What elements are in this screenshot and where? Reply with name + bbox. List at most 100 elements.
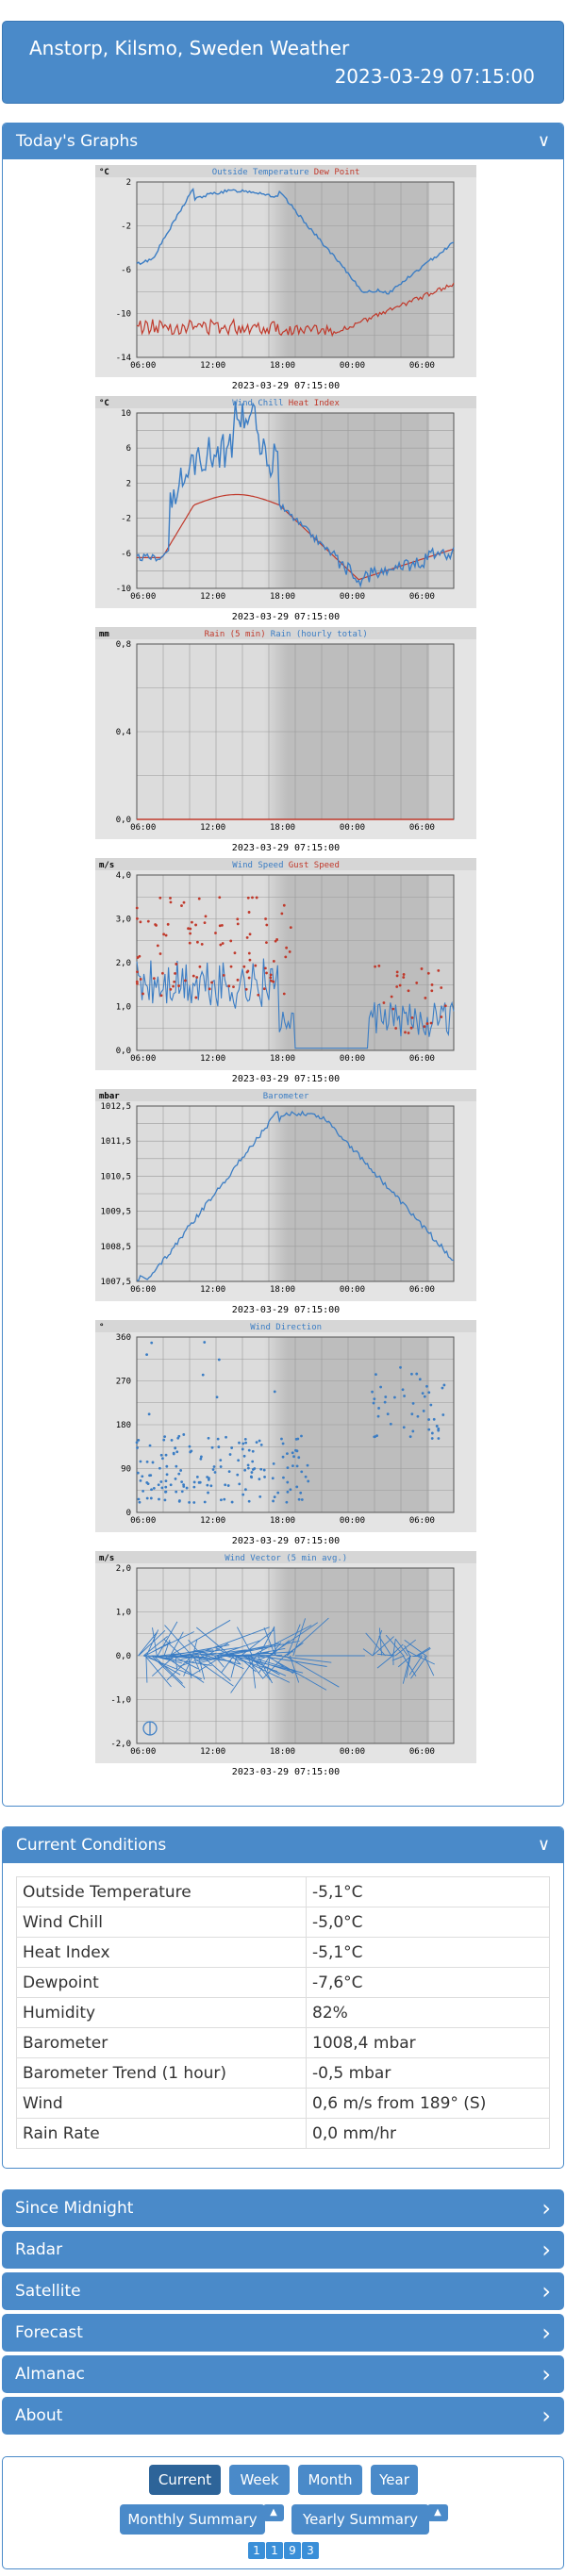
gust-speed-point bbox=[174, 971, 176, 975]
gust-speed-point bbox=[161, 971, 164, 975]
y-tick-label: 1010,5 bbox=[100, 1172, 131, 1181]
wind-direction-point bbox=[410, 1412, 414, 1416]
gust-speed-point bbox=[402, 976, 406, 979]
gust-speed-point bbox=[248, 958, 252, 962]
gust-speed-point bbox=[246, 896, 250, 900]
gust-speed-point bbox=[395, 985, 399, 988]
wind-direction-point bbox=[192, 1501, 196, 1504]
monthly-summary-button[interactable]: Monthly Summary ▲ bbox=[120, 2504, 284, 2535]
section-radar[interactable]: Radar › bbox=[2, 2231, 564, 2269]
wind-direction-point bbox=[197, 1480, 201, 1484]
wind-direction-point bbox=[386, 1412, 390, 1416]
current-conditions-header[interactable]: Current Conditions ∨ bbox=[3, 1827, 563, 1863]
gust-speed-point bbox=[409, 1026, 413, 1030]
wind-direction-point bbox=[165, 1464, 169, 1468]
wind-direction-point bbox=[415, 1372, 419, 1376]
wind-direction-point bbox=[271, 1477, 275, 1480]
wind-direction-point bbox=[148, 1444, 152, 1447]
y-tick-label: 4,0 bbox=[116, 871, 131, 881]
gust-speed-point bbox=[189, 927, 192, 931]
y-tick-label: -6 bbox=[121, 266, 131, 275]
graph-baro-svg: mbar Barometer 1012,5 1011,5 1010,5 1009,5 100… bbox=[95, 1089, 476, 1320]
gust-speed-point bbox=[180, 904, 183, 907]
gust-speed-point bbox=[218, 896, 222, 900]
graph-timestamp: 2023-03-29 07:15:00 bbox=[232, 1074, 340, 1084]
wind-direction-point bbox=[230, 1500, 234, 1504]
gust-speed-point bbox=[221, 923, 224, 927]
gust-speed-point bbox=[407, 1032, 410, 1034]
current-button[interactable]: Current bbox=[149, 2465, 221, 2495]
section-since-midnight[interactable]: Since Midnight › bbox=[2, 2189, 564, 2227]
todays-graphs-title: Today's Graphs bbox=[16, 132, 139, 151]
wind-direction-point bbox=[190, 1449, 193, 1453]
section-satellite[interactable]: Satellite › bbox=[2, 2272, 564, 2310]
graph-wind: m/s Wind Speed Gust Speed 4,0 3,0 2,0 1,0 0,0 06… bbox=[95, 858, 476, 1089]
graph-timestamp: 2023-03-29 07:15:00 bbox=[232, 843, 340, 853]
y-tick-label: 0,0 bbox=[116, 1652, 131, 1661]
wind-direction-point bbox=[427, 1428, 431, 1431]
month-button[interactable]: Month bbox=[298, 2465, 362, 2495]
gust-speed-point bbox=[289, 926, 292, 930]
wind-direction-point bbox=[139, 1479, 142, 1482]
condition-value: -5,1°C bbox=[306, 1937, 550, 1968]
gust-speed-point bbox=[135, 980, 139, 983]
wind-direction-point bbox=[272, 1461, 275, 1465]
wind-direction-point bbox=[372, 1401, 375, 1405]
gust-speed-point bbox=[429, 1021, 433, 1025]
wind-direction-point bbox=[217, 1358, 221, 1362]
gust-speed-point bbox=[159, 994, 163, 998]
section-label: About bbox=[15, 2406, 63, 2425]
section-label: Forecast bbox=[15, 2323, 83, 2342]
wind-direction-point bbox=[263, 1476, 266, 1478]
wind-direction-point bbox=[210, 1445, 214, 1449]
caret-up-icon[interactable]: ▲ bbox=[263, 2504, 284, 2521]
conditions-row: Heat Index -5,1°C bbox=[16, 1937, 550, 1968]
chevron-down-icon: ∨ bbox=[537, 1835, 550, 1855]
wind-direction-point bbox=[307, 1479, 310, 1483]
wind-direction-point bbox=[147, 1412, 151, 1416]
x-tick-label: 06:00 bbox=[409, 361, 435, 371]
wind-direction-point bbox=[427, 1418, 430, 1421]
graph-vec: m/s Wind Vector (5 min avg.) 2,0 1,0 0,0 -1,0… bbox=[95, 1551, 476, 1782]
wind-direction-point bbox=[425, 1384, 428, 1388]
y-tick-label: 1,0 bbox=[116, 1609, 131, 1618]
wind-direction-point bbox=[172, 1451, 175, 1455]
section-almanac[interactable]: Almanac › bbox=[2, 2355, 564, 2393]
x-tick-label: 06:00 bbox=[409, 1747, 435, 1757]
conditions-row: Barometer 1008,4 mbar bbox=[16, 2027, 550, 2058]
wind-direction-point bbox=[152, 1486, 156, 1490]
legend-dir-0: Wind Direction bbox=[250, 1323, 322, 1332]
conditions-row: Dewpoint -7,6°C bbox=[16, 1967, 550, 1998]
wind-direction-point bbox=[280, 1437, 283, 1441]
wind-direction-point bbox=[243, 1488, 247, 1492]
section-forecast[interactable]: Forecast › bbox=[2, 2314, 564, 2352]
wind-direction-point bbox=[427, 1391, 431, 1395]
x-tick-label: 12:00 bbox=[200, 592, 225, 602]
x-tick-label: 06:00 bbox=[130, 1054, 156, 1064]
gust-speed-point bbox=[162, 933, 166, 936]
wind-direction-point bbox=[199, 1457, 203, 1461]
gust-speed-point bbox=[191, 920, 193, 924]
year-button[interactable]: Year bbox=[371, 2465, 418, 2495]
section-about[interactable]: About › bbox=[2, 2397, 564, 2435]
caret-up-icon[interactable]: ▲ bbox=[427, 2504, 448, 2521]
wind-direction-point bbox=[243, 1468, 247, 1472]
y-tick-label: 10 bbox=[121, 409, 131, 419]
legend-temp-1: Dew Point bbox=[314, 168, 360, 177]
wind-direction-point bbox=[192, 1485, 196, 1489]
wind-direction-point bbox=[182, 1483, 186, 1487]
week-button[interactable]: Week bbox=[229, 2465, 290, 2495]
wind-direction-point bbox=[281, 1442, 285, 1445]
wind-direction-point bbox=[286, 1490, 290, 1494]
gust-speed-point bbox=[288, 950, 291, 953]
wind-direction-point bbox=[162, 1438, 166, 1442]
wind-direction-point bbox=[281, 1455, 285, 1459]
gust-speed-point bbox=[272, 980, 275, 983]
x-tick-label: 12:00 bbox=[200, 823, 225, 833]
todays-graphs-header[interactable]: Today's Graphs ∨ bbox=[3, 124, 563, 159]
graph-timestamp: 2023-03-29 07:15:00 bbox=[232, 1536, 340, 1546]
yearly-summary-button[interactable]: Yearly Summary ▲ bbox=[291, 2504, 448, 2535]
wind-direction-point bbox=[403, 1395, 406, 1397]
y-tick-label: -10 bbox=[116, 310, 131, 320]
